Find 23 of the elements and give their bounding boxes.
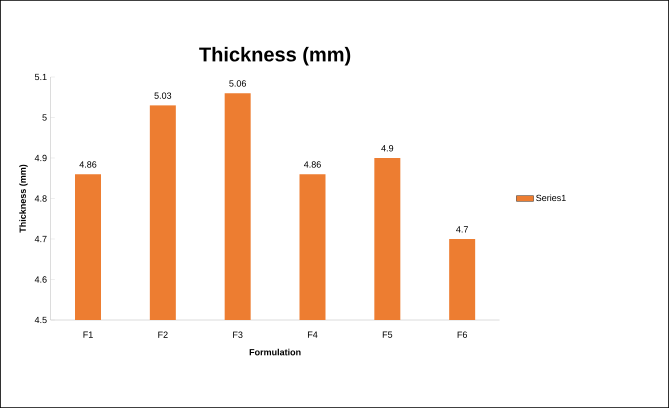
data-label: 5.03 xyxy=(154,92,172,99)
y-tick-label: 4.8 xyxy=(34,195,47,202)
x-tick-label: F5 xyxy=(382,332,392,338)
x-tick-label: F6 xyxy=(458,332,468,338)
data-label: 4.86 xyxy=(304,161,321,168)
y-axis-title: Thickness (mm) xyxy=(19,164,28,233)
y-tick-label: 4.5 xyxy=(34,316,47,324)
x-tick-label: F4 xyxy=(308,332,318,338)
data-label: 4.9 xyxy=(381,145,394,152)
x-tick-label: F3 xyxy=(233,332,243,338)
legend-label: Series1 xyxy=(536,194,566,202)
data-label: 5.06 xyxy=(229,80,246,87)
y-tick-label: 5.1 xyxy=(34,74,47,80)
y-tick-label: 4.7 xyxy=(34,236,47,242)
chart-title: Thickness (mm) xyxy=(199,46,350,66)
y-tick-label: 5 xyxy=(42,114,47,121)
x-axis-title: Formulation xyxy=(250,348,301,356)
y-tick-label: 4.9 xyxy=(34,154,47,162)
x-tick-label: F2 xyxy=(158,332,168,338)
x-tick-label: F1 xyxy=(83,332,93,338)
data-label: 4.86 xyxy=(79,161,96,168)
data-label: 4.7 xyxy=(456,226,468,232)
y-tick-label: 4.6 xyxy=(34,276,47,283)
